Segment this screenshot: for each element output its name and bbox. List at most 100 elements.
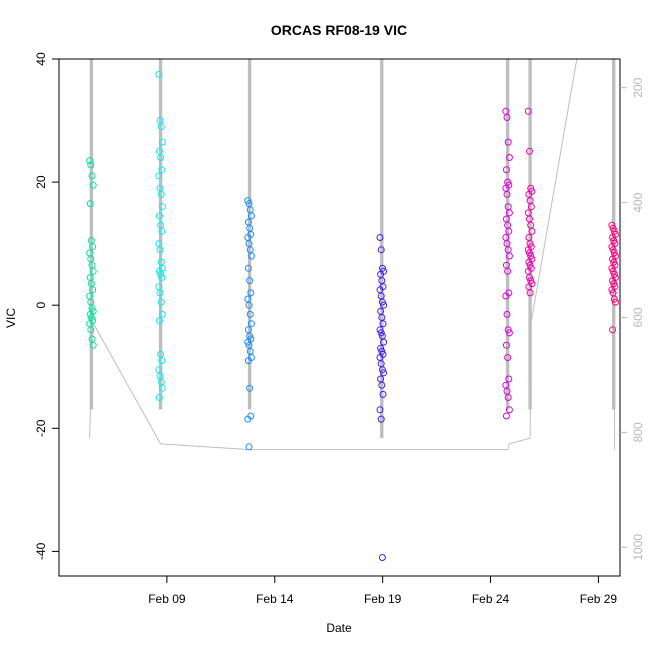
data-point	[157, 298, 165, 306]
data-point	[505, 252, 513, 260]
data-point	[504, 178, 512, 186]
data-point	[158, 357, 166, 365]
data-point	[158, 166, 166, 174]
data-point	[526, 274, 533, 281]
y2-tick-label: 400	[631, 192, 645, 212]
x-tick-label: Feb 19	[364, 592, 402, 606]
data-point	[155, 212, 163, 220]
data-point	[157, 123, 165, 131]
data-point	[158, 384, 166, 392]
data-point	[380, 338, 388, 346]
data-point	[157, 154, 165, 161]
data-point	[609, 234, 616, 241]
y-tick-label: -40	[34, 542, 48, 560]
data-point	[158, 203, 166, 211]
data-point	[524, 246, 532, 254]
data-point	[504, 394, 512, 401]
data-point	[155, 317, 163, 325]
x-tick-label: Feb 09	[148, 592, 186, 606]
data-point	[245, 301, 253, 309]
data-point	[377, 246, 385, 254]
data-point	[158, 227, 166, 235]
x-tick-label: Feb 29	[580, 592, 618, 606]
data-point	[244, 415, 252, 423]
data-point	[378, 381, 386, 389]
data-point	[377, 415, 385, 423]
data-point	[156, 246, 164, 254]
data-point	[86, 200, 94, 208]
data-point	[526, 261, 534, 269]
data-point	[246, 277, 254, 285]
data-point	[504, 267, 512, 275]
data-point	[244, 338, 252, 346]
data-point	[505, 154, 513, 161]
data-point	[86, 157, 94, 165]
data-point	[610, 227, 618, 235]
data-point	[528, 227, 536, 235]
data-point	[610, 249, 618, 257]
data-point	[610, 258, 618, 266]
y-tick-label: -20	[34, 419, 48, 437]
pressure-trace	[89, 58, 616, 451]
data-point	[89, 243, 97, 251]
data-point	[502, 292, 510, 300]
data-point	[247, 320, 255, 328]
data-point	[89, 181, 97, 189]
data-point	[610, 280, 618, 288]
data-point	[379, 320, 387, 328]
data-point	[526, 249, 533, 257]
data-point	[246, 384, 254, 392]
data-point	[156, 289, 164, 297]
y2-tick-label: 600	[631, 307, 645, 327]
data-point	[89, 341, 97, 349]
y2-tick-label: 800	[631, 422, 645, 442]
data-point	[526, 289, 534, 297]
data-point	[377, 329, 385, 337]
data-point	[155, 172, 163, 180]
plot-frame	[58, 58, 621, 577]
data-point	[87, 326, 95, 334]
data-point	[377, 344, 385, 352]
data-point	[244, 357, 252, 365]
data-point	[158, 138, 166, 146]
y-tick-label: 0	[34, 302, 48, 309]
x-tick-label: Feb 24	[472, 592, 510, 606]
data-point	[503, 190, 511, 198]
transit-line	[89, 58, 616, 451]
data-point	[376, 326, 384, 334]
data-point	[502, 341, 510, 349]
data-point	[526, 240, 534, 248]
data-point	[157, 190, 165, 198]
data-point	[247, 289, 255, 297]
data-point	[505, 406, 513, 414]
data-point	[246, 310, 254, 318]
y-axis: -40 -20 0 20 40	[34, 52, 59, 560]
y2-axis: 200 400 600 800 1000	[620, 77, 645, 561]
data-point	[88, 172, 96, 180]
data-point	[526, 147, 533, 155]
x-tick-label: Feb 14	[256, 592, 294, 606]
data-point	[376, 406, 384, 414]
x-axis-label: Date	[326, 621, 352, 635]
data-point	[380, 301, 388, 309]
data-point	[502, 412, 510, 420]
y2-tick-label: 1000	[631, 534, 645, 561]
data-point	[158, 310, 166, 318]
data-point	[89, 286, 97, 294]
data-point	[524, 107, 532, 115]
data-point	[609, 267, 617, 275]
data-point	[376, 234, 384, 241]
data-point	[87, 161, 95, 169]
data-point	[505, 375, 513, 383]
y-tick-label: 20	[34, 175, 48, 189]
data-points	[86, 70, 619, 561]
data-point	[609, 246, 617, 254]
data-point	[379, 390, 387, 398]
data-point	[504, 138, 512, 146]
data-point	[247, 212, 255, 220]
y2-tick-label: 200	[631, 77, 645, 97]
data-point	[86, 310, 94, 318]
data-point	[157, 270, 165, 278]
data-point	[247, 252, 255, 260]
